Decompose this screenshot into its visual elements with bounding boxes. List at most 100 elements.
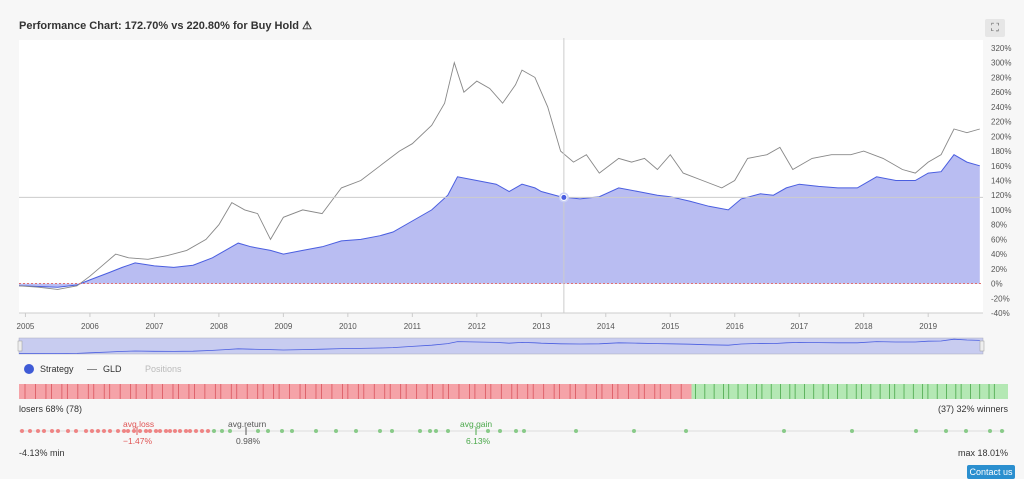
loser-dot: [168, 429, 172, 433]
winner-dot: [434, 429, 438, 433]
losers-label: losers 68% (78): [19, 404, 83, 414]
x-tick-label: 2013: [532, 322, 550, 331]
y-tick-label: 140%: [991, 177, 1011, 186]
y-tick-label: 160%: [991, 162, 1011, 171]
loser-dot: [158, 429, 162, 433]
x-tick-label: 2010: [339, 322, 357, 331]
winner-dot: [498, 429, 502, 433]
loser-dot: [122, 429, 126, 433]
x-tick-label: 2006: [81, 322, 99, 331]
fullscreen-icon[interactable]: ⛶: [985, 19, 1005, 37]
winner-dot: [522, 429, 526, 433]
min-return-label: -4.13% min: [19, 448, 65, 458]
avg-gain-value: 6.13%: [466, 436, 491, 446]
x-tick-label: 2012: [468, 322, 486, 331]
avg-return-label: avg.return: [228, 419, 267, 429]
winner-dot: [684, 429, 688, 433]
winner-dot: [428, 429, 432, 433]
y-tick-label: 300%: [991, 59, 1011, 68]
loser-dot: [173, 429, 177, 433]
y-tick-label: 60%: [991, 235, 1007, 244]
y-tick-label: 80%: [991, 221, 1007, 230]
loser-dot: [74, 429, 78, 433]
loser-dot: [102, 429, 106, 433]
y-tick-label: 260%: [991, 88, 1011, 97]
x-tick-label: 2018: [855, 322, 873, 331]
winner-dot: [280, 429, 284, 433]
avg-return-value: 0.98%: [236, 436, 261, 446]
loser-dot: [148, 429, 152, 433]
loser-dot: [84, 429, 88, 433]
loser-dot: [154, 429, 158, 433]
loser-dot: [50, 429, 54, 433]
winners-bar: [691, 384, 1008, 399]
winner-dot: [418, 429, 422, 433]
strategy-line: [18, 154, 980, 288]
loser-dot: [132, 429, 136, 433]
legend-gld-label: GLD: [103, 364, 122, 374]
winner-dot: [632, 429, 636, 433]
loser-dot: [90, 429, 94, 433]
loser-dot: [138, 429, 142, 433]
loser-dot: [184, 429, 188, 433]
legend-positions-label: Positions: [145, 364, 182, 374]
winner-dot: [256, 429, 260, 433]
legend-gld-marker: [87, 368, 97, 370]
loser-dot: [36, 429, 40, 433]
legend-gld[interactable]: GLD: [87, 364, 122, 374]
legend-positions[interactable]: Positions: [145, 364, 182, 374]
winner-dot: [782, 429, 786, 433]
x-tick-label: 2009: [274, 322, 292, 331]
strategy-area: [19, 154, 980, 288]
loser-dot: [96, 429, 100, 433]
x-tick-label: 2016: [726, 322, 744, 331]
legend-strategy-marker: [24, 364, 34, 374]
x-tick-label: 2005: [17, 322, 35, 331]
y-tick-label: 100%: [991, 206, 1011, 215]
x-tick-label: 2008: [210, 322, 228, 331]
y-tick-label: 120%: [991, 191, 1011, 200]
loser-dot: [164, 429, 168, 433]
legend-strategy[interactable]: Strategy: [24, 364, 74, 374]
loser-dot: [126, 429, 130, 433]
avg-loss-value: −1.47%: [123, 436, 153, 446]
loser-dot: [194, 429, 198, 433]
win-loss-bar: [19, 384, 1008, 399]
winner-dot: [334, 429, 338, 433]
loser-dot: [42, 429, 46, 433]
winner-dot: [964, 429, 968, 433]
navigator-handle-left: [17, 340, 23, 352]
hover-point: [560, 193, 568, 201]
y-tick-label: 20%: [991, 265, 1007, 274]
navigator-handle-right: [979, 340, 985, 352]
legend-strategy-label: Strategy: [40, 364, 74, 374]
y-tick-label: 0%: [991, 280, 1003, 289]
loser-dot: [178, 429, 182, 433]
winner-dot: [212, 429, 216, 433]
winner-dot: [988, 429, 992, 433]
winner-dot: [390, 429, 394, 433]
winner-dot: [314, 429, 318, 433]
y-tick-label: 40%: [991, 250, 1007, 259]
y-tick-label: 320%: [991, 44, 1011, 53]
avg-gain-label: avg.gain: [460, 419, 493, 429]
winner-dot: [266, 429, 270, 433]
winner-dot: [574, 429, 578, 433]
y-tick-label: 180%: [991, 147, 1011, 156]
avg-loss-label: avg.loss: [123, 419, 155, 429]
contact-us-button[interactable]: Contact us: [967, 465, 1015, 479]
max-return-label: max 18.01%: [957, 448, 1008, 458]
chart-title: Performance Chart: 172.70% vs 220.80% fo…: [19, 19, 312, 32]
loser-dot: [66, 429, 70, 433]
x-tick-label: 2014: [597, 322, 615, 331]
x-tick-label: 2017: [790, 322, 808, 331]
loser-dot: [144, 429, 148, 433]
winner-dot: [290, 429, 294, 433]
warning-icon[interactable]: ⚠: [302, 20, 312, 32]
y-tick-label: 220%: [991, 118, 1011, 127]
x-tick-label: 2019: [919, 322, 937, 331]
loser-dot: [116, 429, 120, 433]
y-tick-label: 240%: [991, 103, 1011, 112]
x-tick-label: 2011: [404, 322, 422, 331]
